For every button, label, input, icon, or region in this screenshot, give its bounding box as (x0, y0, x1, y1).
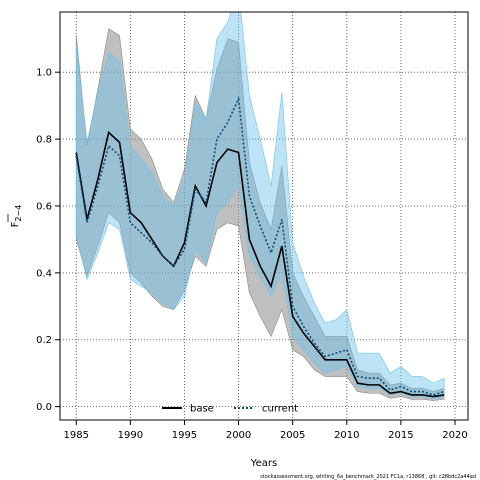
y-axis-title: F2−4 (7, 205, 23, 228)
x-tick-label-4: 2005 (280, 430, 305, 441)
line-base (75, 130, 445, 398)
band-current (75, 12, 445, 399)
confidence-bands (75, 12, 445, 401)
x-axis-title: Years (250, 458, 277, 469)
axes: 1985 1990 1995 2000 2005 2010 2015 2020 0.0 0.2 0.… (36, 68, 468, 441)
y-tick-label-3: 0.6 (36, 201, 52, 212)
x-tick-label-2: 1995 (172, 430, 197, 441)
band-base (75, 28, 445, 401)
line-current (75, 96, 445, 396)
y-tick-label-0: 0.0 (36, 402, 52, 413)
y-axis-title-sub: 2−4 (14, 205, 23, 222)
y-axis-title-main: F (10, 221, 21, 227)
x-tick-label-5: 2010 (334, 430, 359, 441)
x-tick-label-0: 1985 (64, 430, 89, 441)
plot-frame (59, 11, 469, 421)
x-tick-label-1: 1990 (118, 430, 143, 441)
y-tick-label-1: 0.2 (36, 335, 52, 346)
series-lines (75, 96, 445, 398)
footer-note: stockassessment.org, whiting_6a_benchmar… (260, 474, 476, 480)
y-tick-label-2: 0.4 (36, 268, 52, 279)
x-tick-label-3: 2000 (226, 430, 251, 441)
legend-label-base: base (190, 404, 214, 415)
svg-text:F2−4: F2−4 (10, 205, 23, 228)
y-tick-label-4: 0.8 (36, 135, 52, 146)
y-tick-label-5: 1.0 (36, 68, 52, 79)
x-tick-label-7: 2020 (442, 430, 467, 441)
legend-label-current: current (262, 404, 298, 415)
legend: base current (162, 404, 298, 415)
x-tick-label-6: 2015 (388, 430, 413, 441)
